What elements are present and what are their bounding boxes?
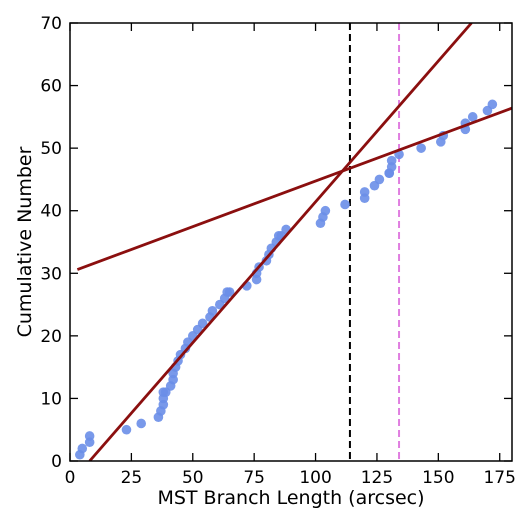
fit-line-2	[76, 106, 512, 271]
data-point	[121, 424, 132, 435]
data-point	[224, 287, 235, 297]
x-tick-label: 50	[182, 468, 204, 488]
data-point	[467, 112, 478, 122]
data-point	[374, 174, 385, 185]
data-point	[207, 306, 218, 316]
data-point	[136, 418, 147, 429]
data-point	[77, 443, 88, 454]
data-point	[84, 431, 95, 441]
y-tick-label: 70	[40, 14, 62, 34]
x-tick-label: 125	[361, 468, 393, 488]
y-tick-label: 30	[40, 264, 62, 284]
x-tick-label: 25	[121, 468, 143, 488]
y-axis-label: Cumulative Number	[14, 146, 36, 337]
y-tick-label: 40	[40, 202, 62, 222]
y-tick-label: 50	[40, 139, 62, 159]
fit-line-1	[88, 23, 473, 461]
data-point	[359, 187, 370, 197]
y-tick-label: 10	[40, 389, 62, 409]
data-point	[386, 155, 397, 166]
x-axis-label: MST Branch Length (arcsec)	[157, 487, 424, 509]
y-tick-label: 60	[40, 77, 62, 97]
x-tick-label: 0	[65, 468, 76, 488]
y-tick-label: 20	[40, 327, 62, 347]
plot-frame	[69, 22, 513, 462]
data-point	[197, 318, 208, 329]
x-tick-label: 175	[483, 468, 515, 488]
x-tick-label: 150	[422, 468, 454, 488]
y-tick-label: 0	[51, 452, 62, 472]
x-tick-label: 100	[299, 468, 331, 488]
data-point	[416, 143, 426, 153]
data-point	[340, 199, 350, 210]
data-point	[320, 205, 331, 216]
data-point	[487, 99, 498, 110]
x-tick-label: 75	[243, 468, 265, 488]
